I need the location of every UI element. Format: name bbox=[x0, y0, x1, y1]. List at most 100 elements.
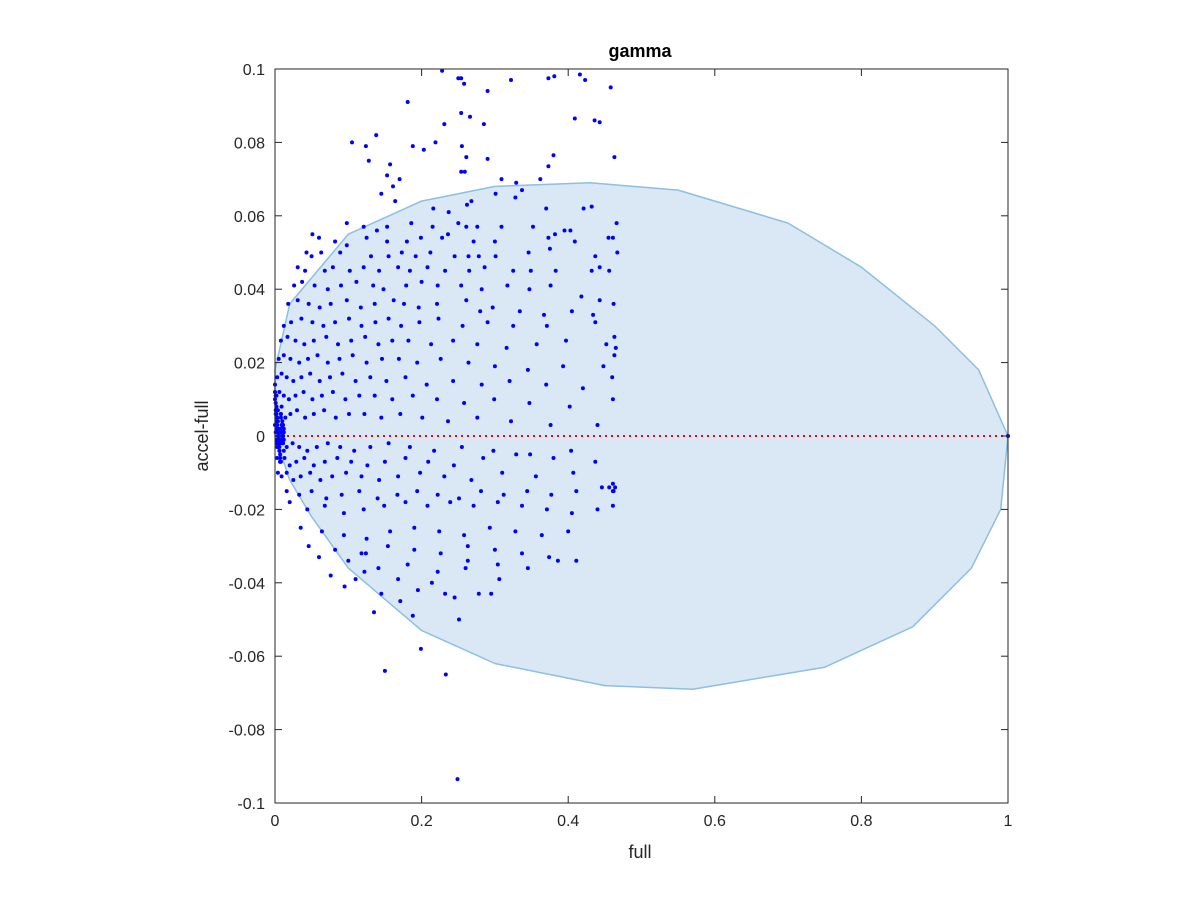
y-ticks: -0.1 -0.08 -0.06 -0.04 -0.02 0 0.02 0.04 0.06 0.0… bbox=[229, 62, 1008, 813]
data-point bbox=[495, 500, 500, 505]
data-point bbox=[349, 459, 354, 464]
data-point bbox=[403, 456, 408, 460]
data-point bbox=[443, 672, 448, 677]
data-point bbox=[443, 591, 448, 596]
data-point bbox=[479, 489, 483, 494]
data-point bbox=[291, 379, 296, 383]
data-point bbox=[438, 356, 443, 361]
data-point bbox=[359, 551, 364, 556]
data-point bbox=[398, 599, 403, 604]
x-tick-label: 0.2 bbox=[410, 813, 432, 830]
data-point bbox=[451, 379, 456, 383]
data-point bbox=[511, 268, 516, 273]
data-point bbox=[299, 375, 304, 380]
data-point bbox=[572, 239, 577, 244]
data-point bbox=[376, 342, 381, 347]
data-point bbox=[319, 393, 324, 398]
data-point bbox=[613, 485, 618, 490]
data-point bbox=[528, 452, 533, 457]
data-point bbox=[386, 254, 391, 259]
data-point bbox=[507, 379, 512, 383]
y-tick-label: -0.04 bbox=[229, 576, 266, 593]
data-point bbox=[531, 224, 535, 229]
data-point bbox=[396, 577, 401, 582]
data-point bbox=[281, 434, 286, 438]
data-point bbox=[340, 371, 345, 376]
data-point bbox=[514, 180, 519, 185]
data-point bbox=[505, 283, 510, 288]
data-point bbox=[376, 566, 381, 571]
data-point bbox=[539, 533, 544, 538]
data-point bbox=[547, 246, 552, 251]
data-point bbox=[410, 144, 415, 149]
data-point bbox=[568, 228, 573, 233]
data-point bbox=[333, 547, 338, 552]
data-point bbox=[359, 323, 364, 328]
data-point bbox=[278, 412, 283, 416]
data-point bbox=[430, 224, 435, 229]
data-point bbox=[610, 375, 615, 380]
data-point bbox=[328, 375, 332, 380]
data-point bbox=[361, 507, 366, 512]
data-point bbox=[546, 235, 551, 240]
data-point bbox=[385, 239, 390, 244]
y-tick-label: 0.04 bbox=[234, 282, 265, 299]
data-point bbox=[281, 430, 286, 435]
data-point bbox=[534, 342, 539, 347]
data-point bbox=[321, 323, 326, 328]
data-point bbox=[328, 573, 333, 578]
data-point bbox=[347, 268, 352, 273]
data-point bbox=[459, 169, 464, 174]
data-point bbox=[497, 577, 502, 582]
data-point bbox=[273, 401, 278, 405]
data-point bbox=[330, 265, 335, 270]
data-point bbox=[328, 301, 333, 306]
data-point bbox=[491, 448, 496, 453]
data-point bbox=[325, 441, 330, 446]
data-point bbox=[615, 250, 620, 255]
data-point bbox=[377, 268, 382, 273]
data-point bbox=[361, 224, 366, 229]
data-point bbox=[412, 525, 417, 530]
data-point bbox=[278, 415, 283, 420]
data-point bbox=[385, 173, 390, 178]
data-point bbox=[406, 338, 411, 343]
data-point bbox=[386, 441, 391, 446]
data-point bbox=[293, 338, 298, 343]
data-point bbox=[469, 478, 474, 482]
data-point bbox=[418, 470, 423, 475]
data-point bbox=[350, 140, 354, 145]
data-point bbox=[561, 364, 566, 369]
data-point bbox=[485, 89, 490, 93]
data-point bbox=[592, 118, 597, 123]
chart-title: gamma bbox=[608, 41, 672, 61]
data-point bbox=[343, 397, 348, 402]
data-point bbox=[322, 503, 327, 508]
data-point bbox=[442, 474, 447, 479]
data-point bbox=[520, 503, 524, 508]
data-point bbox=[371, 283, 376, 288]
data-point bbox=[278, 452, 283, 457]
data-point bbox=[384, 379, 389, 383]
data-point bbox=[388, 529, 393, 534]
data-point bbox=[364, 235, 369, 240]
data-point bbox=[354, 279, 359, 284]
data-point bbox=[459, 111, 464, 115]
data-point bbox=[593, 320, 598, 325]
data-point bbox=[310, 397, 315, 402]
data-point bbox=[574, 489, 579, 494]
x-tick-label: 0.8 bbox=[850, 813, 872, 830]
data-point bbox=[282, 456, 287, 460]
data-point bbox=[459, 144, 464, 149]
data-point bbox=[284, 445, 289, 449]
y-tick-label: -0.02 bbox=[229, 502, 266, 519]
data-point bbox=[275, 419, 280, 424]
data-point bbox=[452, 254, 457, 259]
data-point bbox=[375, 496, 380, 501]
data-point bbox=[318, 478, 323, 482]
data-point bbox=[362, 412, 367, 416]
y-tick-label: -0.08 bbox=[229, 723, 266, 740]
data-point bbox=[597, 298, 602, 303]
data-point bbox=[314, 445, 319, 449]
